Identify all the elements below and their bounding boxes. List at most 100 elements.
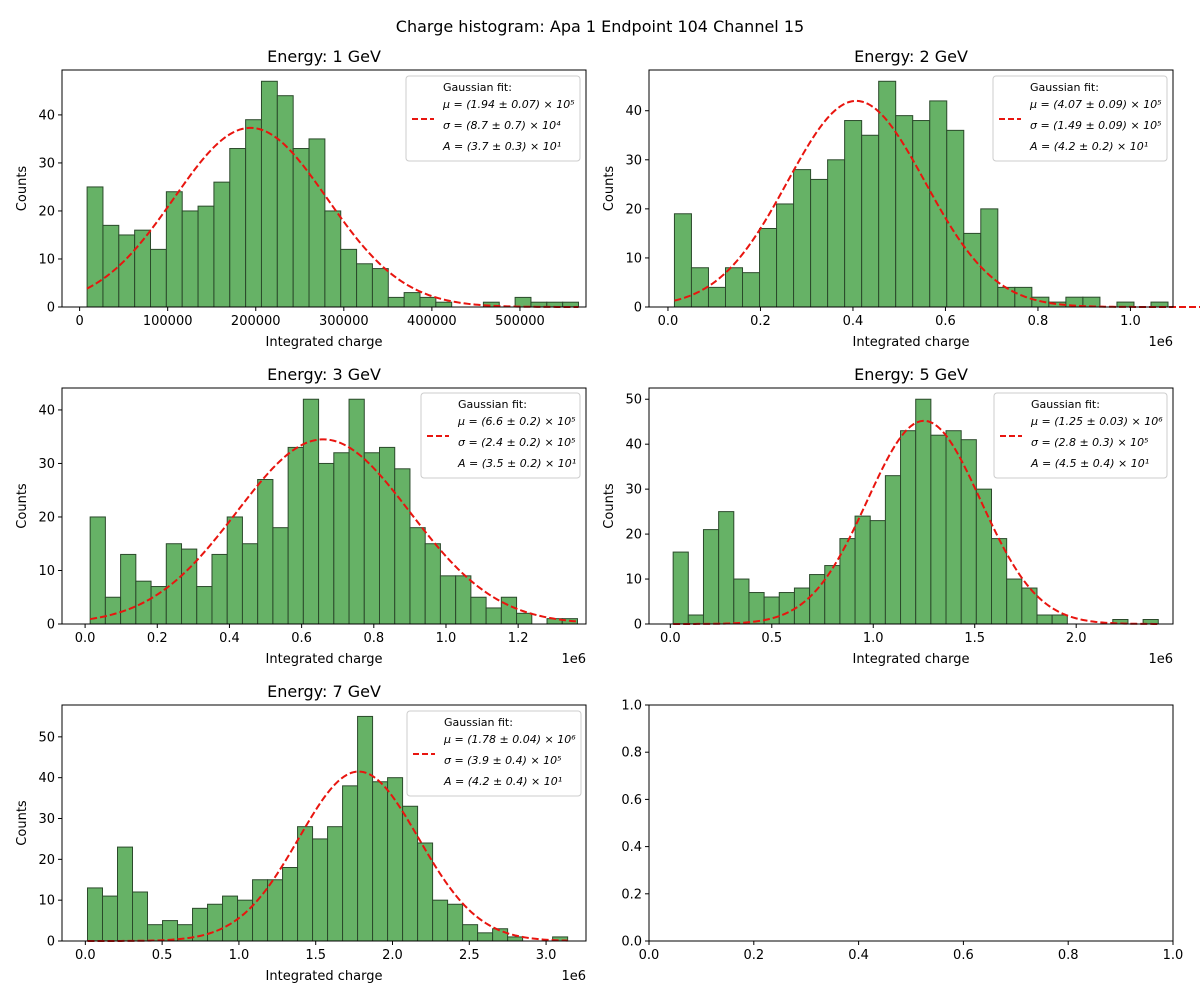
- x-tick-label: 0.4: [843, 314, 864, 329]
- histogram-bar: [241, 543, 259, 625]
- histogram-bar: [272, 527, 289, 625]
- histogram-bar: [162, 920, 179, 942]
- histogram-bar: [516, 612, 533, 625]
- histogram-bar: [260, 80, 278, 308]
- legend-mu: μ = (6.6 ± 0.2) × 10⁵: [457, 415, 576, 428]
- histogram-bar: [297, 826, 314, 942]
- x-tick-label: 0.8: [1028, 314, 1049, 329]
- histogram-bar: [945, 430, 962, 625]
- x-tick-label: 1.0: [436, 631, 457, 646]
- axes-frame: [61, 387, 587, 625]
- y-tick-label: 0: [634, 301, 642, 316]
- histogram-bar: [1036, 614, 1053, 625]
- x-tick-label: 0.0: [660, 631, 681, 646]
- x-tick-label: 2.5: [459, 948, 480, 963]
- histogram-bar: [165, 191, 183, 308]
- histogram-bar: [211, 553, 228, 625]
- histogram-bar: [229, 148, 247, 308]
- histogram-bar: [213, 181, 231, 308]
- histogram-bar: [86, 887, 103, 942]
- histogram-bar: [165, 543, 183, 625]
- histogram-bar: [89, 516, 106, 625]
- legend-sigma: σ = (8.7 ± 0.7) × 10⁴: [443, 119, 561, 132]
- x-tick-label: 0.5: [152, 948, 173, 963]
- histogram-bar: [827, 159, 846, 308]
- histogram-bar: [1051, 614, 1068, 625]
- x-tick-label: 0.5: [761, 631, 782, 646]
- x-tick-label: 1.2: [508, 631, 529, 646]
- y-tick-label: 0.8: [621, 746, 642, 761]
- histogram-bar: [447, 903, 464, 942]
- subplot-title: Energy: 1 GeV: [267, 47, 381, 66]
- x-tick-label: 0.0: [75, 631, 96, 646]
- histogram-bar: [222, 895, 239, 942]
- subplot-title: Energy: 2 GeV: [854, 47, 968, 66]
- subplot-title: Energy: 7 GeV: [267, 682, 381, 701]
- histogram-bar: [702, 529, 720, 625]
- legend-header: Gaussian fit:: [443, 81, 512, 94]
- x-tick-label: 0: [75, 314, 83, 329]
- x-offset-text: 1e6: [1148, 335, 1173, 350]
- x-tick-label: 0.0: [658, 314, 679, 329]
- histogram-bar: [327, 826, 344, 942]
- y-axis-label: Counts: [602, 483, 617, 529]
- gaussian-fit-curve: [89, 438, 578, 623]
- histogram-bar: [724, 267, 744, 308]
- x-tick-label: 0.8: [1058, 948, 1079, 963]
- histogram-bar: [387, 296, 405, 308]
- histogram-bar: [379, 446, 396, 625]
- axes-frame: [648, 704, 1174, 942]
- histogram-bar: [912, 120, 931, 308]
- histogram-bar: [500, 596, 518, 625]
- histogram-bar: [980, 208, 999, 308]
- legend-header: Gaussian fit:: [444, 716, 513, 729]
- histogram-bar: [181, 548, 198, 625]
- histogram-bar: [869, 520, 886, 625]
- histogram-bar: [477, 932, 494, 942]
- histogram-bar: [120, 553, 137, 625]
- y-tick-label: 0.6: [621, 793, 642, 808]
- histogram-bar: [348, 398, 365, 625]
- histogram-bar: [810, 178, 829, 308]
- y-axis-label: Counts: [602, 166, 617, 212]
- y-tick-label: 30: [625, 153, 642, 168]
- y-tick-label: 10: [625, 251, 642, 266]
- y-tick-label: 40: [38, 403, 55, 418]
- histogram-bar: [372, 781, 389, 942]
- legend-sigma: σ = (2.4 ± 0.2) × 10⁵: [458, 436, 576, 449]
- y-tick-label: 40: [38, 771, 55, 786]
- gaussian-fit-curve: [86, 126, 579, 308]
- legend-header: Gaussian fit:: [1030, 81, 1099, 94]
- subplot-2: Energy: 2 GeV Integrated charge Counts 1e6 G…: [602, 47, 1200, 350]
- histogram-bar: [196, 586, 213, 625]
- y-tick-label: 20: [38, 853, 55, 868]
- histogram-bar: [257, 479, 274, 625]
- histogram-bar: [402, 805, 419, 942]
- legend-mu: μ = (1.94 ± 0.07) × 10⁵: [442, 98, 575, 111]
- x-offset-text: 1e6: [561, 652, 586, 667]
- histogram-bar: [419, 296, 437, 308]
- legend-amplitude: A = (3.7 ± 0.3) × 10¹: [442, 140, 561, 153]
- histogram-bar: [492, 928, 509, 942]
- y-tick-label: 1.0: [621, 699, 642, 714]
- x-tick-label: 2.0: [1066, 631, 1087, 646]
- histogram-bar: [356, 263, 373, 308]
- axes-frame: [61, 704, 587, 942]
- histogram-bar: [759, 227, 778, 308]
- histogram-bar: [252, 879, 269, 942]
- legend-amplitude: A = (4.2 ± 0.2) × 10¹: [1029, 140, 1148, 153]
- histogram-bar: [673, 213, 692, 308]
- y-tick-label: 50: [625, 393, 642, 408]
- histogram-bar: [718, 511, 735, 625]
- x-tick-label: 0.2: [743, 948, 764, 963]
- histogram-bar: [854, 515, 871, 625]
- subplot-4: Energy: 5 GeV Integrated charge Counts 1e6 G…: [602, 365, 1174, 667]
- legend-mu: μ = (1.25 ± 0.03) × 10⁶: [1030, 415, 1163, 428]
- histogram-bar: [237, 899, 254, 942]
- histogram-bar: [340, 248, 358, 308]
- x-tick-label: 0.2: [147, 631, 168, 646]
- legend-amplitude: A = (4.5 ± 0.4) × 10¹: [1030, 457, 1149, 470]
- x-axis-label: Integrated charge: [266, 335, 383, 350]
- histogram-bar: [424, 543, 441, 625]
